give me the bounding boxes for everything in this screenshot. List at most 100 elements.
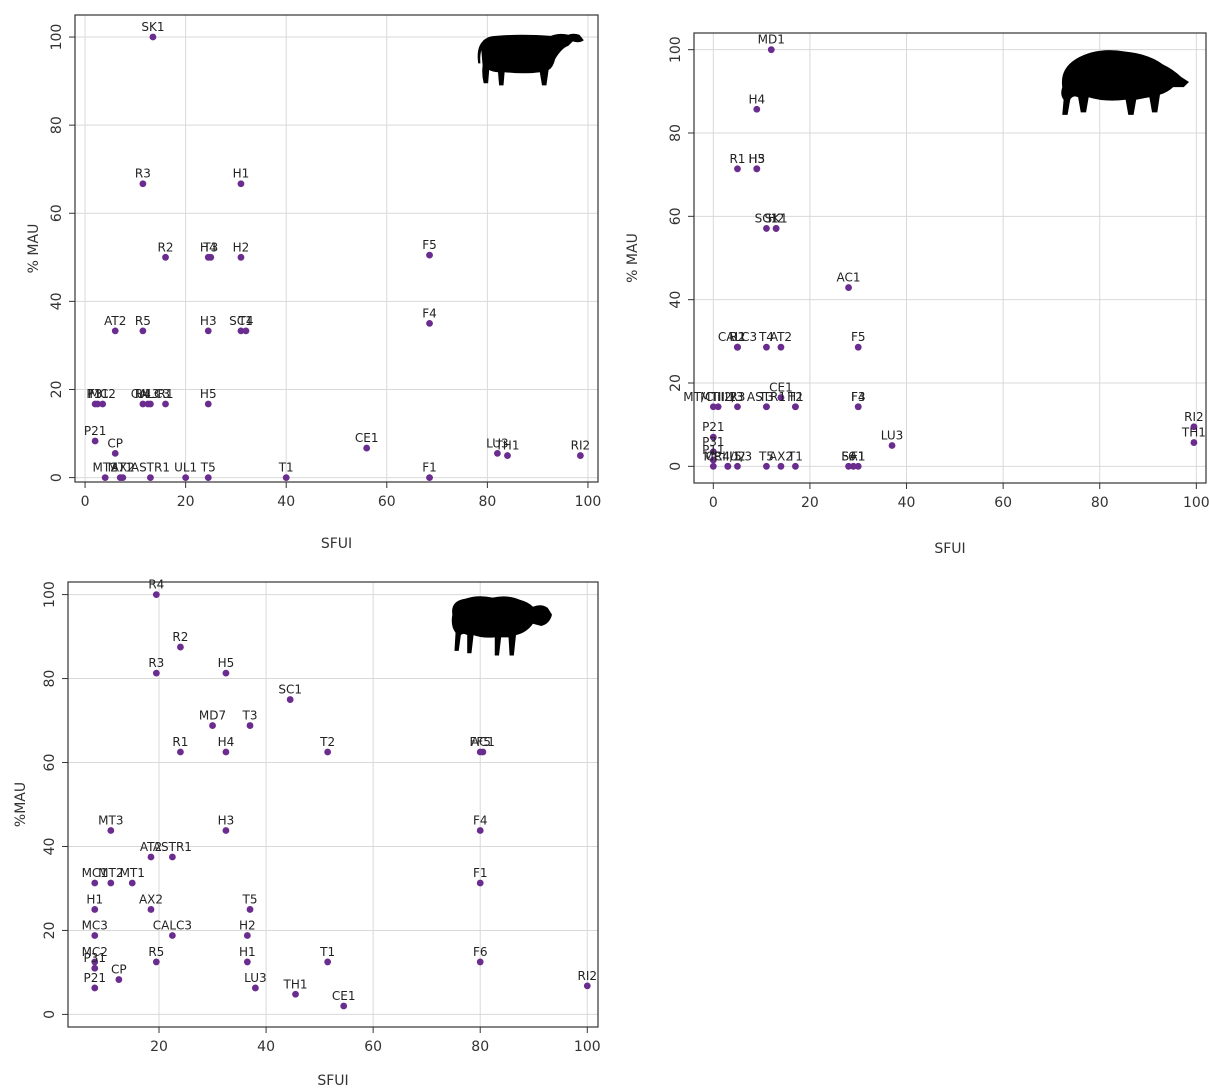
point-label: AT2 [140,840,162,854]
point-label: R3 [148,656,164,670]
point-label: H1 [239,945,256,959]
point-label: F4 [851,390,866,404]
data-point [91,437,99,445]
point-label: P21 [84,424,107,438]
data-point [91,932,99,939]
data-point [222,748,230,756]
plot-frame [693,32,1207,484]
y-tick-label: 100 [49,24,65,51]
point-label: SC1 [229,314,253,328]
data-point [763,403,770,411]
y-tick-label: 20 [668,374,684,392]
x-axis-label: SFUI [317,1073,348,1089]
point-label: SC1 [755,211,779,225]
point-label: CE1 [332,989,356,1003]
y-tick-label: 60 [668,207,684,225]
point-label: T3 [242,709,258,723]
boar-silhouette-icon [1061,50,1189,115]
point-label: SA1 [842,449,866,463]
data-point [286,696,294,703]
point-label: CE1 [355,431,379,445]
point-label: H2 [768,211,785,225]
data-point [91,984,99,992]
point-label: H1 [233,167,250,181]
point-label: T3 [202,240,218,254]
data-point [147,906,155,913]
point-label: TH1 [1181,426,1206,440]
data-point [101,474,109,481]
point-label: CP [706,449,722,463]
data-point [854,343,862,351]
data-point [139,327,147,335]
point-label: H5 [200,387,217,401]
point-label: SC1 [278,683,302,697]
data-point [222,827,230,834]
data-point [282,474,290,481]
data-point [242,327,250,335]
point-label: H3 [218,814,235,828]
data-point [99,400,107,408]
point-label: MT3 [98,814,123,828]
data-point [426,251,433,259]
point-label: H5 [218,656,235,670]
point-label: CALC3 [131,387,170,401]
point-label: P11 [86,387,109,401]
point-label: CP [111,963,127,977]
point-label: F1 [851,449,866,463]
y-tick-label: 20 [49,381,65,399]
point-label: SK1 [765,211,788,225]
data-point [363,444,371,452]
point-label: AX2 [769,449,793,463]
data-point [177,643,184,651]
y-tick-label: 80 [42,670,58,688]
point-label: AX2 [139,892,163,906]
data-point [246,906,254,913]
point-label: RI2 [1184,410,1204,424]
data-point [324,958,332,966]
x-axis-label: SFUI [934,541,965,557]
data-point [91,906,99,913]
point-label: H4 [748,92,765,106]
data-point [107,879,115,887]
point-label: AC1 [837,271,861,285]
data-point [792,403,799,411]
data-point [709,448,717,456]
point-label: R4 [148,578,164,592]
data-point [854,462,862,470]
data-point [888,442,896,449]
x-tick-label: 60 [364,1039,382,1055]
point-label: AX2 [111,461,135,475]
point-label: F5 [422,238,437,252]
x-tick-label: 80 [471,1039,489,1055]
point-label: R2 [729,330,745,344]
x-tick-label: 40 [898,495,916,511]
data-point [152,958,160,966]
point-label: F1 [422,461,437,475]
y-tick-label: 0 [42,1010,58,1019]
data-point [724,462,732,470]
point-label: MT1 [108,461,133,475]
point-label: H4 [218,735,235,749]
point-label: F3 [88,387,103,401]
data-point [139,400,147,408]
point-label: MT2 [93,461,118,475]
point-label: R3 [135,167,151,181]
point-label: ASTR1 [153,840,192,854]
data-point [426,319,433,327]
point-label: R2 [172,630,188,644]
x-tick-label: 20 [177,494,195,510]
data-point [777,394,785,401]
point-label: T2 [787,390,803,404]
data-point [767,46,775,54]
data-point [714,403,722,411]
point-label: H3 [200,314,217,328]
y-tick-label: 0 [49,473,65,482]
data-point [734,343,741,351]
data-point [147,400,154,408]
data-point [576,452,584,459]
y-axis-label: %MAU [13,782,29,827]
point-label: F6 [841,449,856,463]
data-point [139,180,147,188]
x-tick-label: 20 [801,495,819,511]
data-point [111,327,119,335]
